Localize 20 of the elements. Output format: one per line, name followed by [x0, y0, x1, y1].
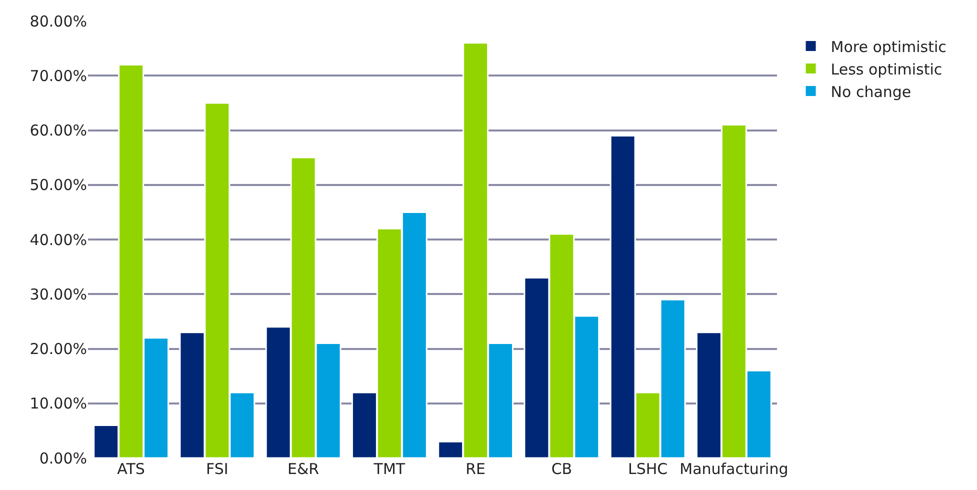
legend-label: More optimistic [830, 38, 946, 56]
y-tick-label: 30.00% [30, 285, 87, 304]
y-tick-label: 50.00% [30, 176, 87, 194]
y-tick-label: 10.00% [30, 394, 87, 413]
legend-label: No change [830, 82, 912, 101]
legend-label: Less optimistic [830, 60, 942, 78]
y-tick-label: 0.00% [39, 449, 87, 468]
x-tick-label: RE [466, 460, 486, 478]
x-tick-label: ATS [117, 460, 145, 478]
y-tick-label: 60.00% [30, 122, 87, 140]
y-tick-label: 20.00% [30, 340, 87, 358]
y-tick-label: 40.00% [30, 230, 87, 249]
x-tick-label: CB [551, 460, 572, 478]
x-tick-label: FSI [206, 460, 228, 478]
y-tick-label: 80.00% [30, 12, 87, 30]
x-tick-label: LSHC [628, 460, 668, 478]
x-tick-label: TMT [372, 460, 406, 478]
x-tick-label: E&R [288, 460, 320, 478]
x-tick-label: Manufacturing [680, 460, 788, 478]
y-tick-label: 70.00% [30, 66, 87, 85]
